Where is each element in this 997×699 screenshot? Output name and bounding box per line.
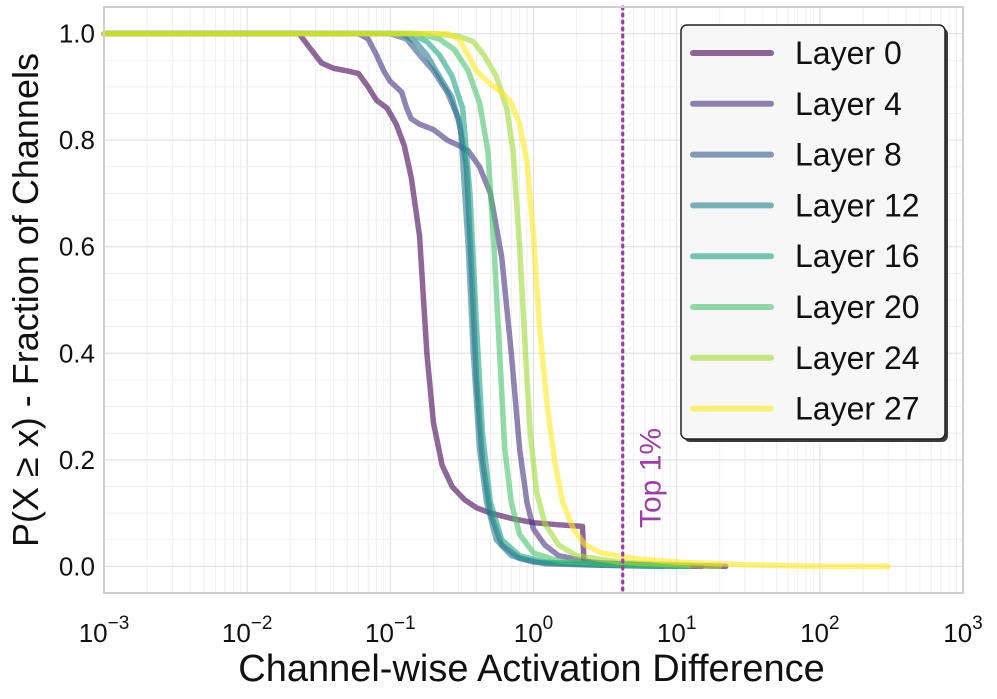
x-tick-label: 10−2 [222,613,273,648]
x-tick-label: 103 [943,613,983,648]
plot-frame [103,6,964,594]
y-tick-label: 0.0 [59,551,95,581]
y-axis-label: P(X ≥ x) - Fraction of Channels [5,53,46,547]
series-line-layer-24 [101,30,723,570]
x-tick-label: 10−1 [365,613,416,648]
legend-label-layer-4: Layer 4 [795,86,902,122]
legend-label-layer-8: Layer 8 [795,137,902,173]
series-line-layer-27 [101,30,891,570]
series-line-layer-0 [101,30,729,570]
legend-label-layer-12: Layer 12 [795,187,920,223]
legend-label-layer-16: Layer 16 [795,238,920,274]
y-tick-label: 0.2 [59,445,95,475]
series-line-layer-20 [101,30,691,570]
series-line-layer-4 [101,30,705,570]
x-tick-label: 102 [800,613,840,648]
grid [103,7,964,593]
x-ticks: 10−3 10−2 10−1 100 101 102 103 [79,613,983,648]
legend-label-layer-24: Layer 24 [795,340,920,376]
x-tick-label: 10−3 [79,613,130,648]
legend-label-layer-0: Layer 0 [795,35,902,71]
threshold: Top 1% [621,5,668,595]
legend-label-layer-27: Layer 27 [795,391,920,427]
series-lines [101,30,891,570]
x-tick-label: 101 [657,613,697,648]
y-ticks: 0.0 0.2 0.4 0.6 0.8 1.0 [59,19,95,582]
y-tick-label: 0.8 [59,125,95,155]
y-tick-label: 0.6 [59,232,95,262]
x-axis-label: Channel-wise Activation Difference [238,648,825,690]
series-line-layer-16 [101,30,691,570]
threshold-label: Top 1% [635,428,668,528]
x-tick-label: 100 [514,613,554,648]
legend: Layer 0 Layer 4 Layer 8 Layer 12 Layer 16 Lay… [680,24,948,442]
legend-label-layer-20: Layer 20 [795,289,920,325]
legend-box [680,24,946,440]
y-tick-label: 1.0 [59,19,95,49]
y-tick-label: 0.4 [59,338,95,368]
